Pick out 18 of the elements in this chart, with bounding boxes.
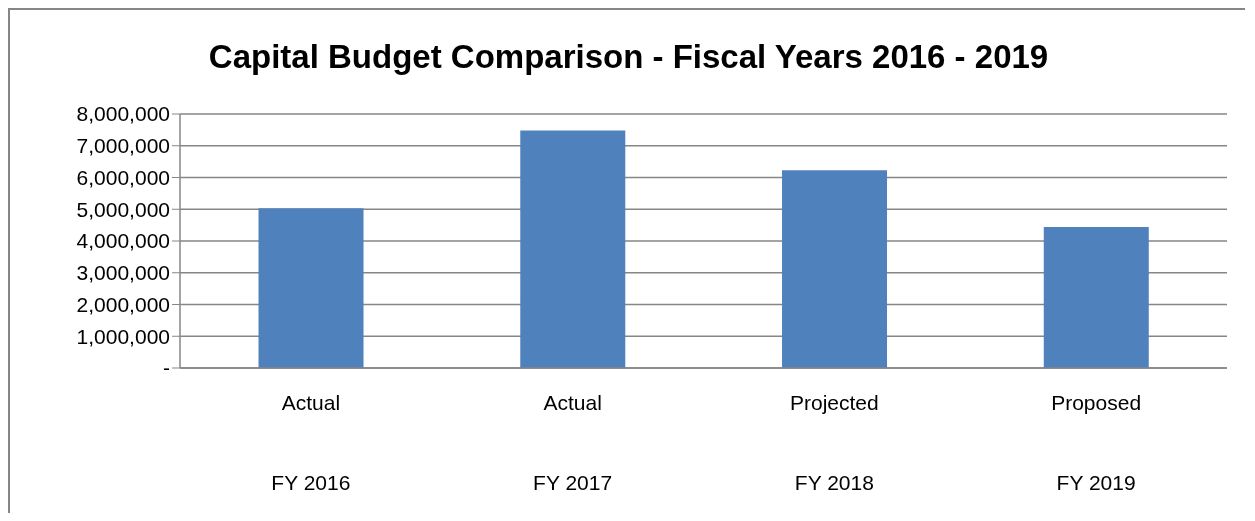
y-tick-label: 5,000,000 bbox=[76, 197, 170, 221]
bar bbox=[1043, 227, 1149, 368]
chart-title: Capital Budget Comparison - Fiscal Years 2016 - 2019 bbox=[207, 38, 1050, 76]
y-tick-label: 1,000,000 bbox=[76, 324, 170, 348]
y-tick-label: 6,000,000 bbox=[76, 165, 170, 189]
y-tick-label: 4,000,000 bbox=[76, 229, 170, 253]
bar bbox=[258, 208, 364, 368]
y-tick-label: 2,000,000 bbox=[76, 292, 170, 316]
category-label: Actual FY 2017 bbox=[533, 391, 613, 494]
y-tick-label: - bbox=[163, 356, 170, 380]
y-tick-label: 8,000,000 bbox=[76, 102, 170, 126]
bar bbox=[520, 130, 626, 368]
y-tick-label: 3,000,000 bbox=[76, 261, 170, 285]
category-label: Proposed FY 2019 bbox=[1051, 391, 1142, 494]
category-label: Projected FY 2018 bbox=[790, 391, 879, 494]
category-label: Actual FY 2016 bbox=[271, 391, 351, 494]
bar bbox=[782, 170, 888, 368]
y-tick-label: 7,000,000 bbox=[76, 134, 170, 158]
